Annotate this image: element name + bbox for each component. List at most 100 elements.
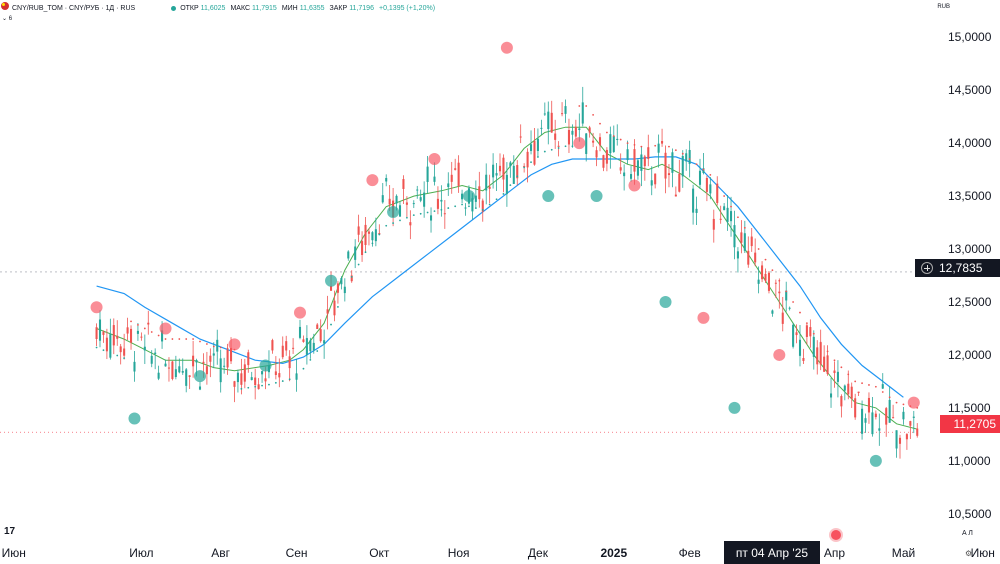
candle-body	[357, 226, 360, 235]
candle-body	[761, 265, 764, 280]
candle-body	[519, 136, 522, 138]
candle-body	[398, 205, 402, 217]
price-tick-label: 14,5000	[948, 83, 992, 97]
candle-body	[247, 352, 250, 366]
trail-dot	[454, 205, 457, 208]
last-price: 11,2705	[953, 417, 997, 431]
candle-body	[857, 391, 860, 393]
candle-body	[778, 291, 781, 294]
candle-body	[130, 328, 133, 343]
trail-dot	[578, 105, 581, 107]
candle-body	[136, 330, 139, 334]
candle-body	[916, 428, 919, 436]
candle-body	[143, 346, 146, 351]
candle-body	[788, 307, 791, 309]
trail-dot	[399, 219, 401, 222]
candle-body	[502, 157, 505, 180]
time-axis[interactable]: ИюнИюлАвгСенОктНояДек2025ФевМарАпрМайИюн	[2, 546, 995, 560]
tradingview-logo-icon[interactable]: 17	[4, 526, 16, 537]
candle-body	[774, 282, 777, 284]
trail-dot	[130, 320, 132, 323]
candle-body	[895, 430, 898, 449]
candle-body	[498, 165, 502, 172]
indicators-toggle[interactable]: ⌄ 6	[2, 16, 13, 22]
trail-dot	[509, 184, 512, 187]
sell-signal-marker	[90, 301, 103, 314]
close-value: 11,7196	[349, 4, 374, 12]
trail-dot	[743, 226, 746, 229]
candle-body	[195, 360, 198, 363]
candle-body	[412, 203, 415, 205]
candle-body	[161, 330, 164, 342]
candle-body	[371, 232, 374, 241]
candle-body	[757, 279, 760, 284]
sell-signal-marker	[294, 306, 306, 319]
market-status-icon	[171, 5, 177, 11]
candle-body	[726, 207, 729, 222]
sell-signal-marker	[228, 338, 241, 351]
candle-body	[98, 319, 102, 341]
price-tick-label: 14,0000	[948, 136, 992, 150]
trail-dot	[481, 208, 484, 211]
candle-body	[185, 369, 188, 386]
trail-dot	[688, 158, 691, 160]
candle-body	[388, 198, 391, 205]
buy-signal-marker	[259, 359, 272, 372]
trail-dot	[219, 346, 222, 349]
trail-dot	[419, 212, 422, 215]
open-label: ОТКР	[180, 4, 199, 12]
candle-body	[898, 437, 902, 444]
buy-signal-marker	[659, 295, 672, 308]
price-axis[interactable]: 10,5000 11,0000 11,5000 12,0000 12,5000 13,00…	[948, 30, 992, 521]
candle-body	[236, 372, 239, 383]
candle-body	[95, 327, 98, 339]
trailing-dots	[95, 105, 919, 409]
buy-signal-marker	[325, 274, 338, 287]
time-tick-label: Ноя	[448, 546, 470, 560]
candle-body	[736, 251, 739, 259]
candle-body	[588, 127, 591, 133]
trail-dot	[764, 258, 767, 261]
trail-dot	[102, 349, 105, 352]
trail-dot	[592, 113, 595, 116]
candle-body	[350, 275, 353, 282]
candle-body	[361, 241, 364, 256]
add-plus-icon[interactable]	[921, 262, 933, 274]
candle-body	[516, 165, 519, 179]
candle-body	[347, 251, 350, 259]
candle-body	[564, 106, 567, 114]
candle-body	[664, 152, 667, 179]
auto-log-toggle[interactable]: A Л	[962, 530, 973, 537]
candle-body	[571, 130, 574, 135]
trail-dot	[888, 396, 891, 399]
candle-body	[330, 285, 333, 291]
signal-markers[interactable]	[90, 41, 920, 467]
settings-gear-icon[interactable]: ⚙	[965, 549, 973, 558]
candle-body	[747, 250, 750, 265]
candle-body	[592, 140, 595, 143]
price-tick-label: 13,0000	[948, 242, 992, 256]
open-value: 11,6025	[200, 4, 226, 12]
candle-body	[643, 156, 646, 167]
symbol-title[interactable]: CNY/RUB_TOM · CNY/РУБ · 1Д · RUS	[12, 4, 136, 12]
candle-body	[561, 113, 564, 115]
candle-body	[816, 347, 819, 365]
candle-body	[712, 218, 715, 230]
candle-body	[150, 355, 153, 364]
price-tick-label: 12,5000	[948, 295, 992, 309]
candle-body	[505, 174, 508, 195]
currency-label[interactable]: RUB	[937, 4, 950, 10]
candle-body	[754, 252, 757, 263]
trail-dot	[302, 367, 305, 370]
candle-body	[340, 278, 343, 285]
trail-dot	[868, 384, 870, 386]
alert-icon[interactable]	[831, 530, 841, 540]
candle-body	[154, 352, 157, 354]
candle-body	[274, 371, 277, 375]
trail-dot	[412, 214, 415, 217]
trail-dot	[902, 403, 905, 406]
legend-header: CNY/RUB_TOM · CNY/РУБ · 1Д · RUS ОТКР 11,…	[0, 0, 435, 16]
trail-dot	[819, 341, 822, 344]
candle-body	[557, 145, 560, 147]
